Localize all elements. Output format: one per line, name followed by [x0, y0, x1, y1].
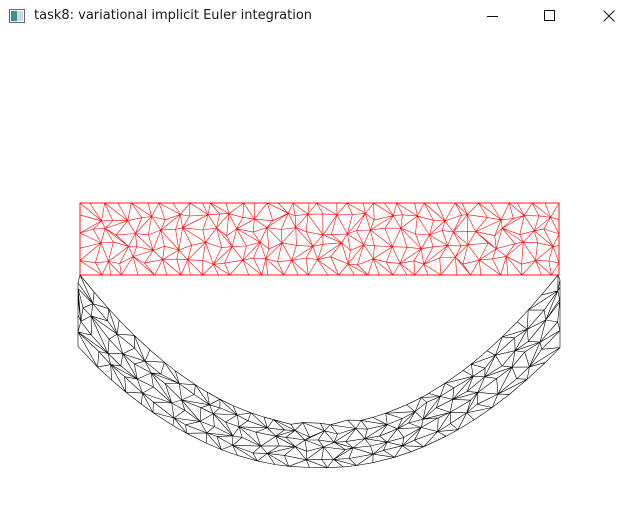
close-button[interactable]: [586, 0, 632, 32]
deformed-mesh: [77, 274, 561, 468]
simulation-viewport[interactable]: [0, 32, 640, 514]
rest-mesh-outline: [79, 202, 560, 276]
mesh-edges: [79, 202, 560, 276]
close-icon: [603, 10, 615, 22]
maximize-icon: [544, 10, 555, 21]
app-icon: [9, 9, 25, 23]
minimize-button[interactable]: [470, 0, 516, 32]
rest-mesh: [79, 202, 560, 276]
title-bar[interactable]: task8: variational implicit Euler integr…: [0, 0, 640, 32]
window-title: task8: variational implicit Euler integr…: [34, 8, 313, 23]
maximize-button[interactable]: [527, 0, 573, 32]
minimize-icon: [487, 16, 498, 17]
mesh-edges: [77, 274, 561, 468]
